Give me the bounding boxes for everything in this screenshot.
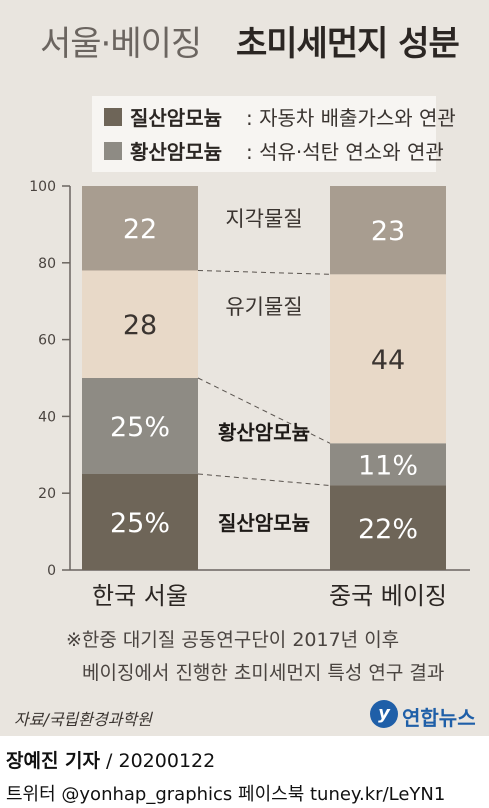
footnote-line-1: ※한중 대기질 공동연구단이 2017년 이후 (66, 629, 400, 651)
bar-1-segment-0 (330, 485, 446, 570)
data-label-0-2: 28 (123, 310, 157, 341)
legend-desc-sulfate: : 석유·석탄 연소와 연관 (246, 140, 444, 164)
y-tick-label-40: 40 (38, 409, 56, 425)
legend-name-nitrate: 질산암모늄 (130, 106, 222, 130)
series-name-1: 황산암모늄 (218, 421, 310, 445)
y-tick-label-80: 80 (38, 256, 56, 272)
bar-0-segment-2 (82, 270, 198, 378)
yonhap-logo-icon: y (370, 700, 398, 728)
data-label-1-1: 11% (358, 450, 418, 481)
series-name-2: 유기물질 (225, 295, 302, 319)
category-label-0: 한국 서울 (92, 582, 188, 610)
legend-swatch-sulfate (104, 142, 122, 160)
connector-line-2 (197, 377, 331, 444)
source-note: 자료/국립환경과학원 (14, 710, 152, 729)
credit-date: / 20200122 (100, 750, 216, 772)
credit-line: 장예진 기자 / 20200122 (6, 746, 215, 773)
series-name-3: 지각물질 (225, 207, 302, 231)
title-location: 서울·베이징 (40, 24, 202, 64)
y-tick-label-20: 20 (38, 486, 56, 502)
data-label-1-3: 23 (371, 216, 405, 247)
credit-bar: 장예진 기자 / 20200122 트위터 @yonhap_graphics 페… (0, 736, 489, 808)
footnote: ※한중 대기질 공동연구단이 2017년 이후 베이징에서 진행한 초미세먼지 … (66, 624, 444, 690)
yonhap-logo-text: 연합뉴스 (402, 706, 476, 730)
y-tick-label-0: 0 (47, 563, 56, 579)
data-label-0-3: 22 (123, 214, 157, 245)
bar-1-segment-2 (330, 274, 446, 444)
bar-0-segment-1 (82, 378, 198, 474)
social-links: 트위터 @yonhap_graphics 페이스북 tuney.kr/LeYN1 (6, 784, 446, 805)
bar-0-segment-3 (82, 186, 198, 271)
legend-desc-nitrate: : 자동차 배출가스와 연관 (246, 106, 456, 130)
connector-line-3 (197, 269, 331, 275)
legend: 질산암모늄 : 자동차 배출가스와 연관 황산암모늄 : 석유·석탄 연소와 연… (92, 96, 456, 172)
legend-name-sulfate: 황산암모늄 (130, 140, 222, 164)
bar-1-segment-1 (330, 443, 446, 486)
category-label-1: 중국 베이징 (329, 582, 447, 610)
title-topic: 초미세먼지 성분 (236, 24, 460, 64)
reporter-name: 장예진 기자 (6, 750, 101, 772)
bar-1-segment-3 (330, 186, 446, 275)
data-label-1-0: 22% (358, 514, 418, 545)
connector-line-1 (197, 473, 331, 487)
data-label-0-1: 25% (110, 412, 170, 443)
y-tick-label-100: 100 (29, 179, 56, 195)
footnote-line-2: 베이징에서 진행한 초미세먼지 특성 연구 결과 (82, 662, 445, 684)
data-label-1-2: 44 (371, 345, 405, 376)
series-name-0: 질산암모늄 (218, 511, 310, 535)
title-area: 서울·베이징 초미세먼지 성분 (0, 0, 489, 72)
y-tick-label-60: 60 (38, 333, 56, 349)
legend-swatch-nitrate (104, 108, 122, 126)
bar-0-segment-0 (82, 474, 198, 570)
data-label-0-0: 25% (110, 508, 170, 539)
stacked-bar-chart: 0 20 40 60 80 100 25% 22% 25% 11% 28 44 22 23 질산암모늄 황산암… (29, 179, 470, 610)
